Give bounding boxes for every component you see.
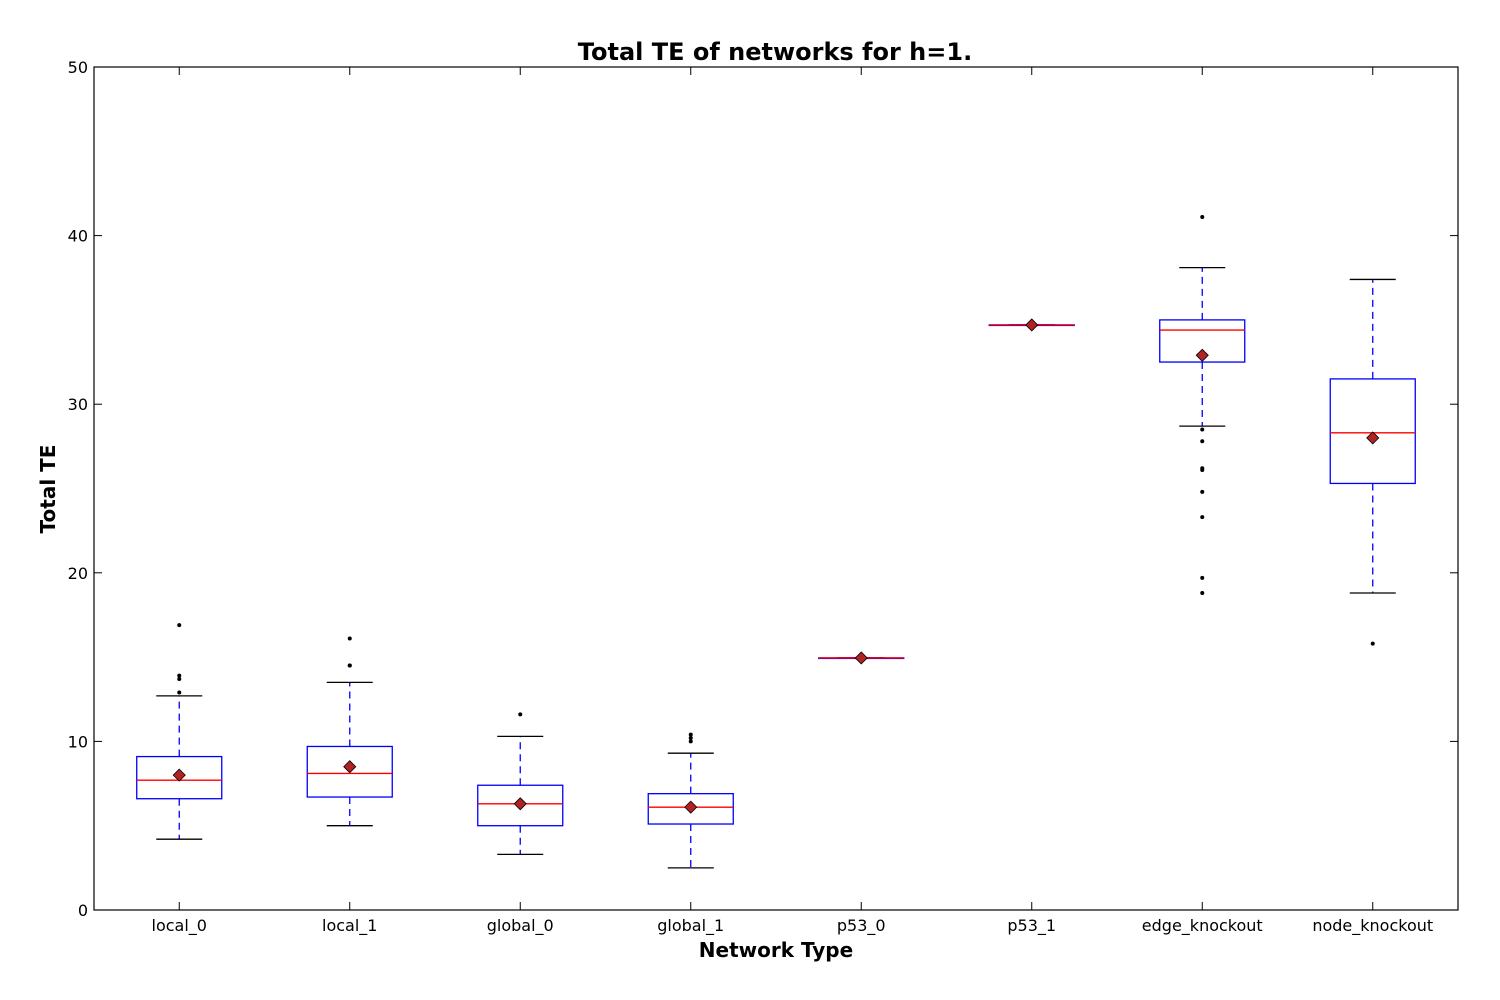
x-tick-label: global_0 xyxy=(487,916,554,936)
x-axis: local_0 local_1 global_0 global_1 p53_0 p53_1… xyxy=(152,67,1433,936)
x-tick-label: edge_knockout xyxy=(1142,916,1263,936)
x-tick-label: node_knockout xyxy=(1312,916,1433,936)
outlier-point xyxy=(688,739,693,744)
y-tick-label: 30 xyxy=(68,395,88,414)
outlier-point xyxy=(177,690,182,695)
mean-marker xyxy=(854,651,868,665)
outlier-point xyxy=(177,677,182,682)
mean-marker xyxy=(1366,431,1380,445)
outlier-point xyxy=(1200,591,1205,596)
y-tick-label: 50 xyxy=(68,58,88,77)
outlier-point xyxy=(177,623,182,628)
iqr-box xyxy=(477,784,564,827)
plot-frame xyxy=(93,66,1459,911)
outlier-point xyxy=(1200,439,1205,444)
box-group-local_0 xyxy=(136,623,223,840)
y-tick-label: 0 xyxy=(78,901,88,920)
x-axis-label: Network Type xyxy=(699,938,853,962)
outlier-point xyxy=(1370,641,1375,646)
outlier-point xyxy=(1200,427,1205,432)
x-tick-label: local_0 xyxy=(152,916,207,936)
outlier-point xyxy=(1200,489,1205,494)
outlier-point xyxy=(1200,466,1205,471)
outlier-point xyxy=(177,673,182,678)
x-tick-label: p53_1 xyxy=(1007,916,1056,936)
mean-marker xyxy=(1195,348,1209,362)
outlier-point xyxy=(688,732,693,737)
mean-marker xyxy=(172,768,186,782)
box-group-global_0 xyxy=(477,712,564,856)
mean-marker xyxy=(684,800,698,814)
mean-marker xyxy=(513,797,527,811)
mean-marker xyxy=(343,760,357,774)
y-axis: 0 10 20 30 40 50 xyxy=(68,58,1458,920)
box-group-local_1 xyxy=(306,636,393,827)
box-group-global_1 xyxy=(647,732,734,869)
iqr-box xyxy=(306,745,393,798)
iqr-box xyxy=(647,793,734,825)
box-group-edge_knockout xyxy=(1159,215,1246,596)
chart-title: Total TE of networks for h=1. xyxy=(578,38,972,66)
iqr-box xyxy=(136,755,223,800)
box-group-node_knockout xyxy=(1329,278,1416,646)
iqr-box xyxy=(1159,319,1246,363)
mean-marker xyxy=(1025,318,1039,332)
x-tick-label: p53_0 xyxy=(837,916,886,936)
x-tick-label: global_1 xyxy=(657,916,724,936)
box-group-p53_0 xyxy=(818,651,905,665)
outlier-point xyxy=(347,636,352,641)
y-axis-label: Total TE xyxy=(36,445,60,534)
y-tick-label: 20 xyxy=(68,564,88,583)
y-tick-label: 10 xyxy=(68,732,88,751)
outlier-point xyxy=(1200,575,1205,580)
outlier-point xyxy=(688,736,693,741)
outlier-point xyxy=(347,663,352,668)
outlier-point xyxy=(518,712,523,717)
box-series xyxy=(136,215,1416,869)
iqr-box xyxy=(1329,378,1416,485)
y-tick-label: 40 xyxy=(68,227,88,246)
outlier-point xyxy=(1200,515,1205,520)
box-group-p53_1 xyxy=(988,318,1075,332)
x-tick-label: local_1 xyxy=(322,916,377,936)
outlier-point xyxy=(1200,215,1205,220)
